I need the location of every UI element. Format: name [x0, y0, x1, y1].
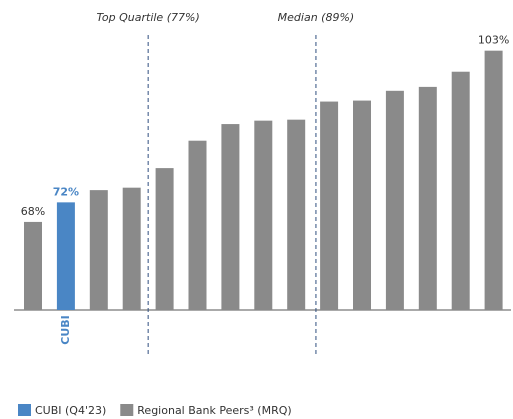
legend-label: Regional Bank Peers³ (MRQ)	[137, 404, 291, 417]
data-label: 103%	[478, 34, 509, 47]
bar	[418, 86, 437, 310]
bar	[320, 101, 339, 310]
legend-label: CUBI (Q4'23)	[35, 404, 106, 417]
bar	[484, 50, 503, 311]
bar	[353, 100, 371, 310]
bar	[89, 190, 108, 310]
bar	[385, 90, 404, 310]
data-label: 68%	[21, 205, 45, 218]
bar	[451, 71, 470, 310]
x-tick-label: CUBI	[59, 315, 72, 344]
bar	[254, 120, 273, 311]
legend-swatch	[18, 404, 31, 416]
annotation: Median (89%)	[278, 11, 355, 24]
bar	[188, 140, 207, 310]
bar	[24, 221, 42, 310]
bar	[122, 187, 141, 310]
bar	[287, 119, 306, 311]
annotation: Top Quartile (77%)	[97, 11, 200, 24]
bar	[155, 168, 174, 310]
data-label: 72%	[53, 185, 79, 198]
legend-swatch	[120, 404, 134, 416]
bar	[221, 124, 240, 310]
bar	[56, 202, 75, 310]
